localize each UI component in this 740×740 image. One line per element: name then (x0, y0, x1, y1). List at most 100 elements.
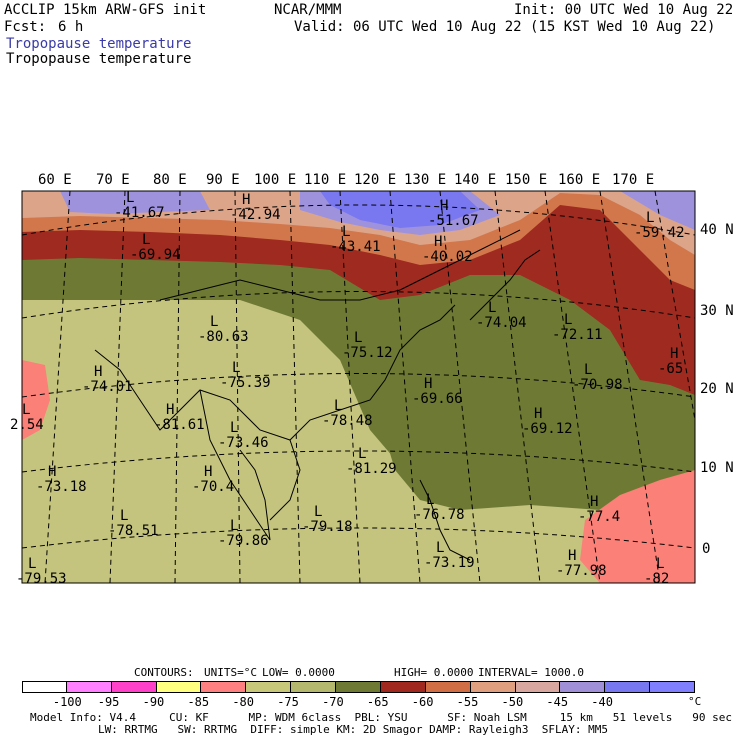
low-center-marker: L (358, 446, 367, 462)
high-center-marker: H (424, 376, 433, 392)
center-value-label: 2.54 (10, 417, 44, 433)
high-center-marker: H (242, 192, 251, 208)
colorbar-swatch (156, 681, 202, 693)
center-value-label: -77.4 (578, 509, 621, 525)
graticule-lines (22, 191, 695, 583)
init-time: Init: 00 UTC Wed 10 Aug 22 (514, 2, 734, 18)
colorbar-tick-label: -55 (456, 695, 479, 709)
center-value-label: -41.67 (114, 205, 165, 221)
band-pink-west (22, 360, 50, 440)
low-center-marker: L (232, 360, 241, 376)
lon-label: 120 E (354, 172, 397, 188)
lon-label: 170 E (612, 172, 655, 188)
lon-label: 130 E (404, 172, 447, 188)
map-frame (21, 190, 696, 584)
low-center-marker: L (120, 508, 129, 524)
center-name: NCAR/MMM (274, 2, 342, 18)
center-value-label: -78.51 (108, 523, 159, 539)
fcst-value: 6 h (58, 19, 84, 35)
model-info-line1: Model Info: V4.4 CU: KF MP: WDM 6class P… (30, 711, 732, 724)
colorbar-tick-label: -60 (411, 695, 434, 709)
center-value-label: -80.63 (198, 329, 249, 345)
center-value-label: -73.19 (424, 555, 475, 571)
high-center-marker: H (440, 198, 449, 214)
center-value-label: -79.18 (302, 519, 353, 535)
colorbar-tick-label: -95 (97, 695, 120, 709)
field-title-black: Tropopause temperature (6, 51, 192, 67)
lat-label: 10 N (700, 460, 734, 476)
center-value-label: -79.86 (218, 533, 269, 549)
center-value-label: -72.11 (552, 327, 603, 343)
high-center-marker: H (94, 364, 103, 380)
center-value-label: -79.53 (16, 571, 67, 587)
colorbar-tick-label: -85 (187, 695, 210, 709)
low-center-marker: L (210, 314, 219, 330)
high-center-marker: H (48, 464, 57, 480)
center-value-label: -69.94 (130, 247, 181, 263)
low-center-marker: L (564, 312, 573, 328)
contours-interval: INTERVAL= 1000.0 (478, 666, 584, 679)
center-value-label: -65 (658, 361, 684, 377)
low-center-marker: L (230, 518, 239, 534)
colorbar-tick-label: -75 (277, 695, 299, 709)
lon-label: 110 E (304, 172, 347, 188)
colorbar-frame (22, 681, 695, 693)
model-title: ACCLIP 15km ARW-GFS init (4, 2, 207, 18)
high-center-marker: H (670, 346, 679, 362)
colorbar-swatch (515, 681, 561, 693)
model-info-line2: LW: RRTMG SW: RRTMG DIFF: simple KM: 2D … (98, 723, 608, 736)
colorbar-swatch (291, 681, 337, 693)
low-center-marker: L (342, 224, 351, 240)
lon-label: 80 E (153, 172, 187, 188)
lon-label: 160 E (558, 172, 601, 188)
colorbar-swatch (425, 681, 471, 693)
colorbar-swatch (470, 681, 516, 693)
colorbar-tick-label: -65 (366, 695, 389, 709)
low-center-marker: L (436, 540, 445, 556)
lat-label: 30 N (700, 303, 734, 319)
lon-label: 140 E (454, 172, 497, 188)
colorbar-swatch (605, 681, 651, 693)
lat-label: 40 N (700, 222, 734, 238)
high-center-marker: H (204, 464, 213, 480)
band-pink-southeast (580, 470, 695, 583)
low-center-marker: L (488, 300, 497, 316)
center-value-label: -59.42 (634, 225, 685, 241)
colorbar-tick-label: -70 (322, 695, 344, 709)
lon-label: 70 E (96, 172, 130, 188)
center-value-label: -74.04 (476, 315, 527, 331)
center-value-label: -81.29 (346, 461, 397, 477)
colorbar-swatch (201, 681, 247, 693)
colorbar-tick-label: -40 (591, 695, 613, 709)
center-value-label: -75.39 (220, 375, 271, 391)
fcst-label: Fcst: (4, 19, 47, 35)
center-value-label: -43.41 (330, 239, 381, 255)
low-center-marker: L (314, 504, 323, 520)
colorbar-swatch (66, 681, 112, 693)
colorbar-tick-label: -45 (546, 695, 569, 709)
center-value-label: -40.02 (422, 249, 473, 265)
center-value-label: -69.66 (412, 391, 463, 407)
contours-units: UNITS=°C (204, 666, 257, 679)
coastlines (94, 229, 541, 561)
colorbar-swatch (111, 681, 157, 693)
center-value-label: -42.94 (230, 207, 281, 223)
low-center-marker: L (142, 232, 151, 248)
field-title-blue: Tropopause temperature (6, 36, 192, 52)
colorbar-tick-label: -50 (501, 695, 524, 709)
band-blue (320, 191, 480, 228)
low-center-marker: L (230, 420, 239, 436)
center-value-label: -69.12 (522, 421, 573, 437)
high-center-marker: H (590, 494, 599, 510)
center-value-label: -73.18 (36, 479, 87, 495)
colorbar-unit: °C (688, 695, 702, 708)
low-center-marker: L (126, 190, 135, 206)
low-center-marker: L (22, 402, 31, 418)
lat-label: 0 (702, 541, 711, 557)
low-center-marker: L (584, 362, 593, 378)
low-center-marker: L (656, 556, 665, 572)
low-center-marker: L (426, 492, 435, 508)
colorbar-tick-label: -90 (142, 695, 165, 709)
center-value-label: -70.98 (572, 377, 623, 393)
valid-time: Valid: 06 UTC Wed 10 Aug 22 (15 KST Wed … (294, 19, 716, 35)
